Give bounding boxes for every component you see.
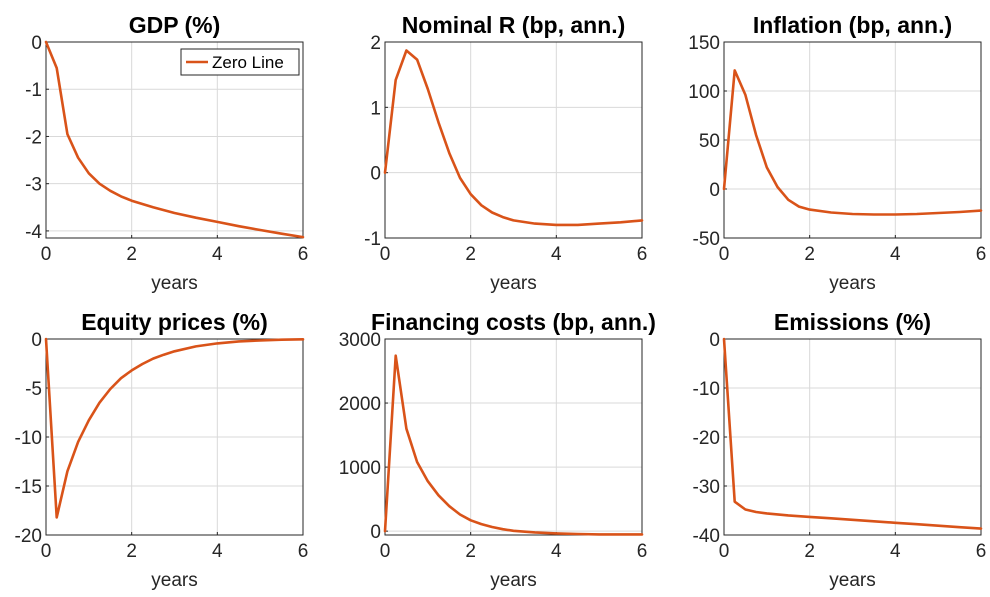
y-tick-label: -2: [25, 127, 42, 148]
legend: Zero Line: [180, 48, 300, 76]
legend-entry: Zero Line: [212, 53, 284, 72]
x-axis-label: years: [151, 273, 197, 294]
x-tick-label: 0: [41, 244, 52, 265]
x-tick-label: 6: [637, 541, 648, 562]
chart-title: Equity prices (%): [81, 309, 268, 335]
x-tick-label: 2: [465, 541, 476, 562]
x-axis-label: years: [490, 273, 536, 294]
y-tick-label: -10: [15, 428, 42, 449]
axes-frame: [45, 41, 304, 239]
x-tick-label: 4: [551, 244, 562, 265]
subplot-4: 0 2 4 6 0 -5 -10 -15 -20 Equity prices (%) years: [15, 309, 309, 591]
series-line-1: [44, 337, 305, 519]
y-tick-label: -15: [15, 477, 42, 498]
y-tick-label: -1: [25, 80, 42, 101]
y-tick-label: 2000: [339, 394, 381, 415]
chart-title: Nominal R (bp, ann.): [402, 12, 626, 38]
y-tick-label: 0: [709, 180, 720, 201]
chart-title: Emissions (%): [774, 309, 931, 335]
y-tick-label: -10: [693, 379, 720, 400]
x-tick-label: 6: [637, 244, 648, 265]
x-tick-label: 4: [551, 541, 562, 562]
subplot-6: 0 2 4 6 0 -10 -20 -30 -40 Emissions (%) years: [693, 309, 987, 591]
x-tick-label: 0: [719, 541, 730, 562]
x-tick-label: 0: [380, 244, 391, 265]
x-tick-label: 6: [976, 541, 987, 562]
plot-area: [385, 339, 642, 535]
y-tick-label: -3: [25, 175, 42, 196]
y-tick-label: -50: [693, 229, 720, 250]
x-tick-label: 2: [126, 244, 137, 265]
x-axis-label: years: [151, 570, 197, 591]
y-tick-label: -30: [693, 477, 720, 498]
y-tick-label: -1: [364, 229, 381, 250]
x-axis-label: years: [490, 570, 536, 591]
x-tick-label: 2: [465, 244, 476, 265]
x-tick-label: 6: [976, 244, 987, 265]
x-axis-label: years: [829, 273, 875, 294]
y-tick-label: -20: [693, 428, 720, 449]
y-tick-label: 2: [370, 33, 381, 54]
plot-area: [385, 42, 642, 238]
y-tick-label: 100: [688, 82, 720, 103]
axes-frame: [384, 338, 643, 536]
y-tick-label: 0: [370, 522, 381, 543]
series-line-1: [383, 354, 644, 536]
x-tick-label: 6: [298, 244, 309, 265]
y-tick-label: 150: [688, 33, 720, 54]
subplot-5: 0 2 4 6 3000 2000 1000 0 Financing costs (bp, an…: [339, 309, 656, 591]
subplot-1: 0 2 4 6 0 -1 -2 -3 -4 GDP (%) years Zero Line: [25, 12, 308, 294]
y-tick-label: 50: [699, 131, 720, 152]
y-tick-label: 1: [370, 98, 381, 119]
x-tick-label: 0: [719, 244, 730, 265]
x-tick-label: 4: [890, 541, 901, 562]
axes-frame: [384, 41, 643, 239]
series-line-1: [44, 40, 305, 239]
x-tick-label: 2: [804, 541, 815, 562]
y-tick-label: -4: [25, 222, 42, 243]
x-tick-label: 4: [212, 244, 223, 265]
x-tick-label: 4: [212, 541, 223, 562]
y-tick-label: 3000: [339, 330, 381, 351]
y-tick-label: 0: [370, 164, 381, 185]
x-axis-label: years: [829, 570, 875, 591]
y-tick-label: -40: [693, 526, 720, 547]
y-tick-label: 1000: [339, 458, 381, 479]
y-tick-label: -20: [15, 526, 42, 547]
x-tick-label: 2: [126, 541, 137, 562]
x-tick-label: 4: [890, 244, 901, 265]
series-line-1: [383, 49, 644, 227]
series-line-1: [722, 337, 983, 530]
series-line-1: [722, 69, 983, 216]
chart-title: Inflation (bp, ann.): [753, 12, 952, 38]
y-tick-label: 0: [709, 330, 720, 351]
x-tick-label: 2: [804, 244, 815, 265]
y-tick-label: -5: [25, 379, 42, 400]
y-tick-label: 0: [31, 330, 42, 351]
x-tick-label: 6: [298, 541, 309, 562]
x-tick-label: 0: [380, 541, 391, 562]
chart-title: GDP (%): [129, 12, 221, 38]
y-tick-label: 0: [31, 33, 42, 54]
x-tick-label: 0: [41, 541, 52, 562]
chart-title: Financing costs (bp, ann.): [371, 309, 656, 335]
